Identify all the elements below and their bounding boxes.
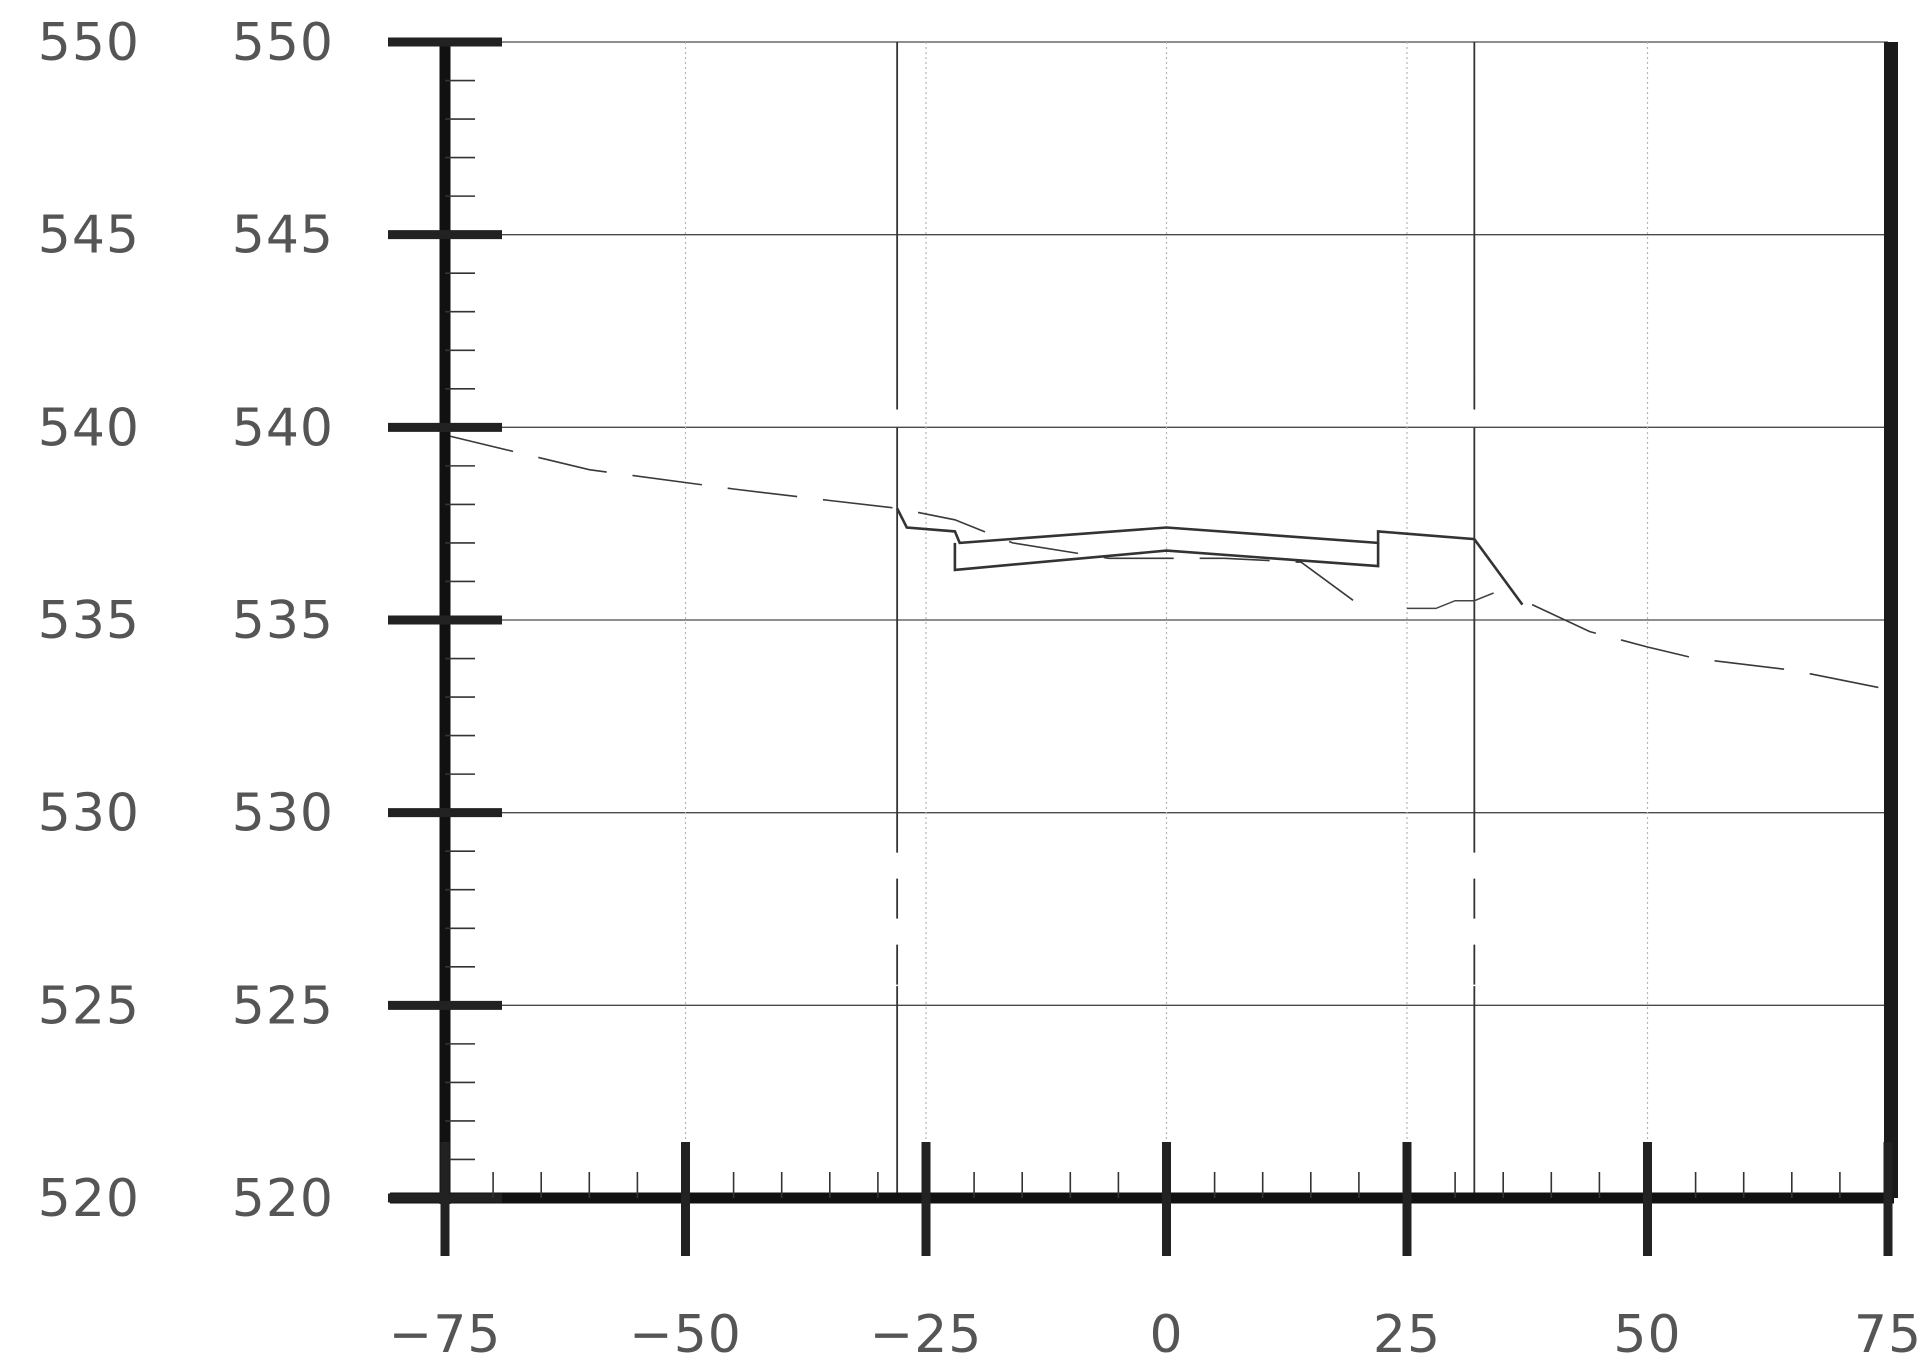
- guide-layer: [896, 42, 1476, 1198]
- grid-layer: [395, 41, 1888, 1198]
- x-tick-label: 25: [1373, 1305, 1441, 1365]
- profile-series-3: [895, 507, 1524, 606]
- y-tick-label: 525: [232, 976, 334, 1036]
- y-tick-label: 520: [232, 1169, 334, 1229]
- profile-series-1: [444, 434, 1360, 606]
- y-tick-label-outer: 540: [38, 398, 140, 458]
- profile-series-4: [953, 542, 1380, 572]
- y-tick-label: 535: [232, 591, 334, 651]
- x-tick-label: −75: [389, 1305, 502, 1365]
- y-tick-label: 545: [232, 206, 334, 266]
- x-tick-label: −25: [870, 1305, 983, 1365]
- x-tick-label: −50: [629, 1305, 742, 1365]
- axes-layer: [388, 37, 1898, 1256]
- y-tick-label-outer: 550: [38, 13, 140, 73]
- y-tick-label: 530: [232, 784, 334, 844]
- y-tick-label-outer: 530: [38, 784, 140, 844]
- y-tick-label: 550: [232, 13, 334, 73]
- y-tick-label-outer: 535: [38, 591, 140, 651]
- profile-series-2: [1531, 603, 1889, 691]
- y-tick-label-outer: 545: [38, 206, 140, 266]
- x-tick-label: 50: [1613, 1305, 1681, 1365]
- y-tick-label: 540: [232, 398, 334, 458]
- profile-series-5: [1407, 592, 1494, 610]
- series-layer: [444, 434, 1889, 691]
- x-tick-label: 0: [1149, 1305, 1183, 1365]
- y-tick-label-outer: 520: [38, 1169, 140, 1229]
- y-tick-label-outer: 525: [38, 976, 140, 1036]
- labels-layer: 520 520 525 525 530 530 535 535 540 540 545 545 550 5…: [38, 13, 1922, 1365]
- x-tick-label: 75: [1854, 1305, 1922, 1365]
